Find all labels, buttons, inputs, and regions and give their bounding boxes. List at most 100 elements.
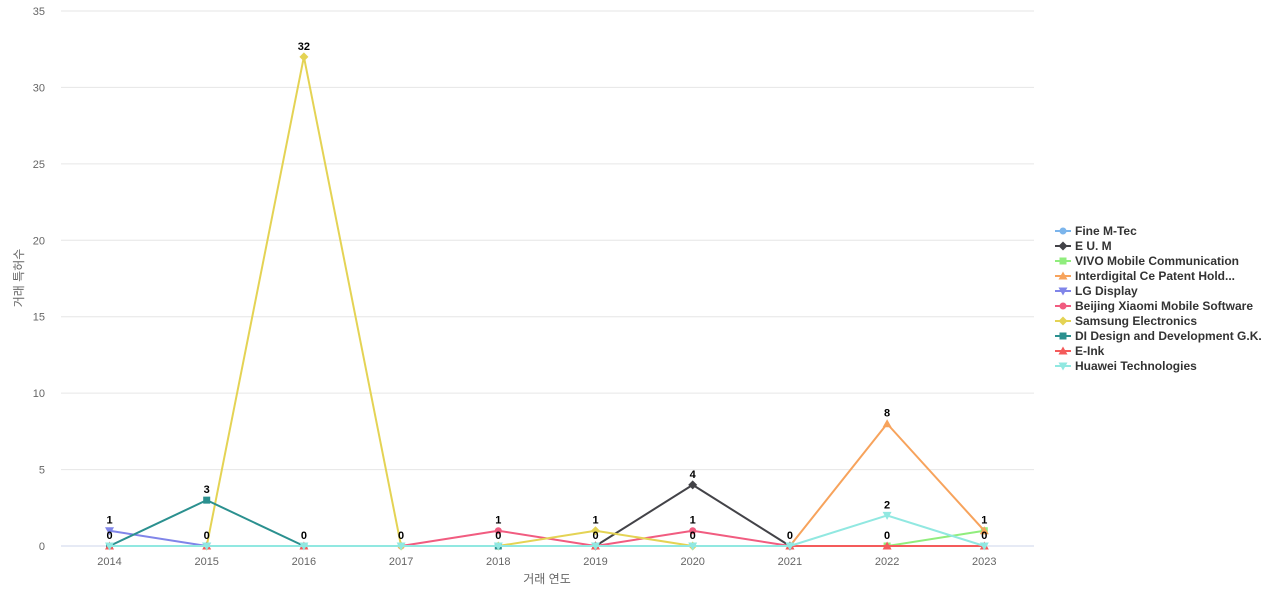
data-point — [785, 542, 795, 551]
data-point — [493, 542, 503, 551]
series-line — [886, 529, 985, 547]
data-label: 3 — [204, 484, 210, 496]
legend-label: Beijing Xiaomi Mobile Software — [1075, 299, 1253, 313]
series-line — [109, 529, 207, 547]
y-tick-label: 20 — [33, 235, 45, 247]
data-point — [494, 527, 502, 535]
data-label: 1 — [495, 515, 501, 527]
legend-item[interactable]: Samsung Electronics — [1055, 314, 1197, 328]
data-point — [882, 511, 892, 520]
data-point — [1058, 271, 1068, 280]
y-tick-label: 35 — [33, 6, 45, 18]
legend-label: DI Design and Development G.K. — [1075, 329, 1262, 343]
data-point — [202, 542, 212, 551]
x-axis: 2014 2015 2016 2017 2018 2019 2020 2021 2022 2023 — [97, 556, 996, 568]
y-tick-label: 5 — [39, 465, 45, 477]
data-point — [1058, 316, 1068, 326]
data-label: 0 — [204, 530, 210, 542]
data-point — [203, 496, 211, 504]
x-tick-label: 2022 — [875, 556, 899, 568]
data-point — [1058, 287, 1068, 296]
data-point — [105, 527, 114, 536]
data-point — [979, 526, 989, 535]
data-point — [1059, 332, 1067, 340]
legend-label: E-Ink — [1075, 344, 1105, 358]
y-tick-label: 0 — [39, 541, 45, 553]
data-point — [591, 542, 600, 551]
data-point — [1059, 302, 1067, 310]
x-tick-label: 2021 — [778, 556, 802, 568]
data-label: 8 — [884, 408, 890, 420]
x-tick-label: 2020 — [680, 556, 704, 568]
x-tick-label: 2014 — [97, 556, 121, 568]
data-label: 0 — [884, 530, 890, 542]
legend-label: Interdigital Ce Patent Hold... — [1075, 269, 1235, 283]
legend-item[interactable]: E U. M — [1055, 239, 1112, 253]
legend-item[interactable]: E-Ink — [1055, 344, 1105, 358]
data-label: 1 — [981, 515, 987, 527]
legend-label: LG Display — [1075, 284, 1138, 298]
x-tick-label: 2017 — [389, 556, 413, 568]
y-tick-label: 30 — [33, 82, 45, 94]
data-label: 0 — [981, 530, 987, 542]
x-tick-label: 2015 — [194, 556, 218, 568]
legend-item[interactable]: Interdigital Ce Patent Hold... — [1055, 269, 1235, 283]
data-label: 0 — [301, 530, 307, 542]
y-axis-title: 거래 특허수 — [12, 249, 26, 308]
legend-item[interactable]: Beijing Xiaomi Mobile Software — [1055, 299, 1253, 313]
data-label: 1 — [690, 515, 696, 527]
x-tick-label: 2019 — [583, 556, 607, 568]
data-point — [1058, 241, 1068, 251]
legend-item[interactable]: VIVO Mobile Communication — [1055, 254, 1239, 268]
series — [105, 511, 989, 551]
data-labels: 1 0 3 0 32 0 0 1 0 1 0 4 1 0 0 8 2 0 1 0 — [106, 41, 987, 542]
legend-label: VIVO Mobile Communication — [1075, 254, 1239, 268]
data-label: 0 — [398, 530, 404, 542]
data-point — [591, 526, 600, 536]
data-point — [299, 542, 309, 551]
legend-item[interactable]: Huawei Technologies — [1055, 359, 1197, 373]
data-point — [1059, 257, 1067, 265]
series-layer — [105, 52, 989, 551]
data-label: 0 — [495, 530, 501, 542]
x-tick-label: 2018 — [486, 556, 510, 568]
data-point — [882, 541, 892, 550]
data-point — [396, 542, 406, 551]
series — [202, 52, 698, 551]
y-tick-label: 10 — [33, 388, 45, 400]
legend-item[interactable]: Fine M-Tec — [1055, 224, 1137, 238]
legend-item[interactable]: DI Design and Development G.K. — [1055, 329, 1262, 343]
legend-label: Samsung Electronics — [1075, 314, 1197, 328]
series — [105, 527, 212, 551]
data-point — [1059, 227, 1067, 235]
x-tick-label: 2023 — [972, 556, 996, 568]
data-label: 0 — [592, 530, 598, 542]
data-point — [979, 542, 989, 551]
data-label: 1 — [106, 515, 112, 527]
data-label: 2 — [884, 499, 890, 511]
data-label: 1 — [592, 515, 598, 527]
data-point — [1058, 346, 1068, 355]
grid-lines — [61, 10, 1034, 547]
data-label: 0 — [106, 530, 112, 542]
data-point — [689, 527, 697, 535]
y-axis: 0 5 10 15 20 25 30 35 — [33, 6, 45, 553]
data-point — [299, 52, 309, 62]
data-point — [688, 480, 698, 490]
data-point — [688, 542, 698, 551]
data-label: 0 — [690, 530, 696, 542]
x-tick-label: 2016 — [292, 556, 316, 568]
legend-label: E U. M — [1075, 239, 1112, 253]
data-point — [1058, 362, 1068, 371]
series-line — [109, 514, 985, 547]
data-point — [105, 542, 114, 551]
x-axis-title: 거래 연도 — [523, 572, 571, 586]
series-line — [205, 55, 693, 547]
legend-item[interactable]: LG Display — [1055, 284, 1138, 298]
y-tick-label: 15 — [33, 312, 45, 324]
series-line — [789, 422, 986, 547]
legend-label: Fine M-Tec — [1075, 224, 1137, 238]
data-label: 4 — [690, 469, 697, 481]
